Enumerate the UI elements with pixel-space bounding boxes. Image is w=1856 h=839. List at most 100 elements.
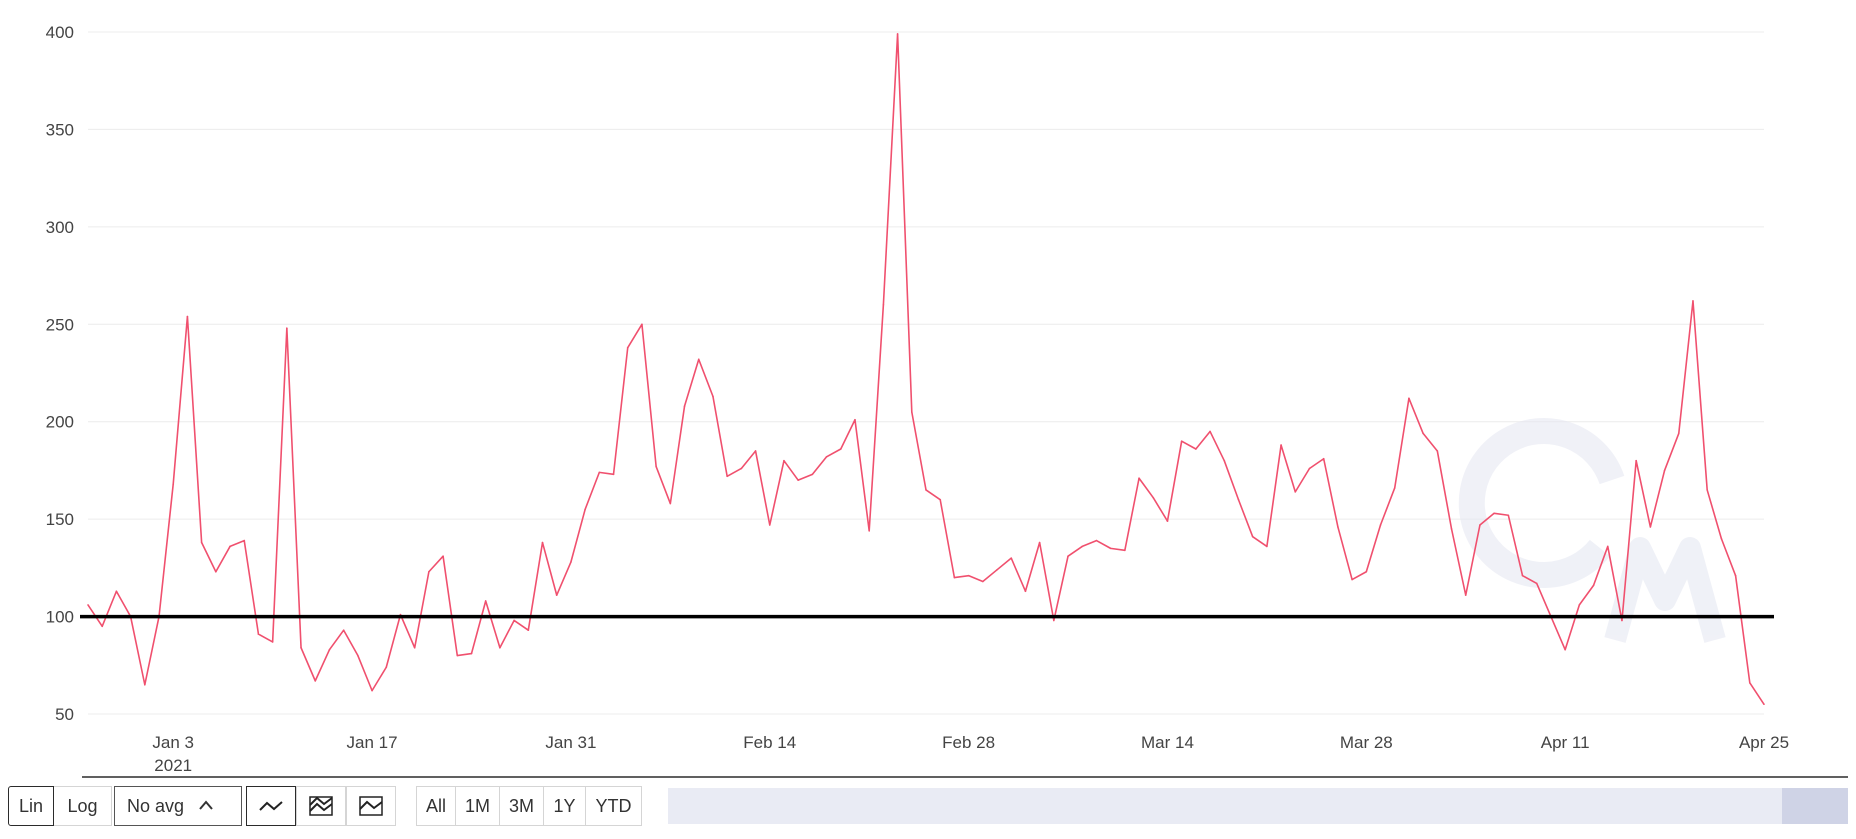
x-tick-year-label: 2021	[154, 756, 192, 775]
x-tick-label: Jan 3	[152, 733, 194, 752]
area-chart-type-button[interactable]	[346, 786, 396, 826]
y-tick-label: 50	[55, 705, 74, 724]
data-point	[1635, 459, 1637, 462]
data-point	[1124, 549, 1126, 552]
data-point	[1535, 582, 1538, 585]
data-point	[1053, 619, 1055, 622]
data-point	[1706, 489, 1708, 491]
watermark-logo	[1458, 418, 1726, 643]
data-point	[1095, 539, 1098, 542]
data-point	[186, 315, 189, 318]
data-point	[982, 580, 984, 583]
data-point	[683, 405, 686, 407]
data-point	[1195, 448, 1197, 450]
data-point	[1223, 459, 1226, 462]
data-point	[229, 545, 231, 548]
data-point	[499, 646, 501, 649]
data-point	[1209, 430, 1211, 433]
chart-controls: Lin Log No avg All 1M 3M 1Y YTD	[8, 786, 1848, 826]
data-point	[726, 475, 728, 478]
lin-scale-button[interactable]: Lin	[8, 786, 54, 826]
data-point	[1521, 574, 1524, 577]
data-point	[1237, 498, 1240, 501]
data-point	[783, 459, 785, 462]
data-point	[896, 33, 899, 35]
range-navigator[interactable]	[668, 788, 1848, 824]
data-point	[1507, 514, 1510, 517]
data-point	[1677, 432, 1680, 435]
line-chart-type-button[interactable]	[246, 786, 296, 826]
range-all-button[interactable]: All	[416, 786, 456, 826]
line-chart-icon	[259, 801, 283, 811]
y-tick-label: 300	[46, 218, 74, 237]
data-point	[527, 629, 530, 632]
data-point	[456, 654, 459, 657]
data-point	[513, 619, 515, 622]
data-point	[1592, 584, 1595, 587]
data-point	[1365, 570, 1368, 573]
data-point	[1166, 520, 1169, 522]
data-point	[910, 411, 913, 413]
data-point	[740, 467, 743, 470]
data-point	[712, 395, 714, 398]
data-point	[1479, 524, 1481, 526]
data-point	[1308, 467, 1311, 470]
data-point	[1109, 547, 1112, 550]
data-point	[1734, 574, 1737, 577]
y-tick-label: 100	[46, 608, 74, 627]
x-axis-ticks: Jan 3 2021 Jan 17 Jan 31 Feb 14 Feb 28 Mar 14 M…	[152, 733, 1789, 775]
data-point	[1152, 496, 1155, 499]
data-point	[1436, 450, 1439, 452]
data-point	[669, 502, 672, 505]
range-1m-button[interactable]: 1M	[456, 786, 500, 826]
y-tick-label: 350	[46, 120, 74, 139]
area-stack-chart-type-button[interactable]	[296, 786, 346, 826]
range-1y-button[interactable]: 1Y	[544, 786, 586, 826]
data-point	[257, 633, 260, 635]
data-point	[1280, 444, 1282, 446]
data-point	[101, 625, 104, 628]
data-point	[1024, 590, 1027, 593]
y-tick-label: 150	[46, 510, 74, 529]
data-point	[1067, 555, 1069, 557]
navigator-handle[interactable]	[1782, 788, 1848, 824]
data-point	[1294, 491, 1297, 493]
data-point	[200, 541, 203, 544]
data-point	[996, 569, 998, 571]
data-point	[1720, 537, 1723, 540]
data-point	[1251, 535, 1254, 538]
data-point	[584, 508, 586, 511]
data-point	[385, 666, 388, 669]
data-point	[1763, 703, 1765, 706]
x-tick-label: Mar 28	[1340, 733, 1393, 752]
data-point	[328, 648, 331, 651]
x-tick-label: Jan 31	[545, 733, 596, 752]
data-point	[470, 652, 473, 655]
data-point	[300, 646, 302, 649]
data-point	[1408, 397, 1410, 400]
data-point	[371, 689, 373, 692]
data-point	[1081, 545, 1084, 548]
data-point	[697, 358, 700, 361]
data-point	[768, 524, 771, 526]
series-line	[87, 33, 1765, 705]
data-point	[854, 418, 856, 421]
data-point	[555, 594, 558, 596]
data-point	[1351, 578, 1353, 581]
data-point	[1379, 524, 1382, 526]
range-ytd-button[interactable]: YTD	[586, 786, 642, 826]
data-point	[626, 346, 629, 349]
data-point	[1748, 682, 1751, 684]
data-point	[1493, 512, 1495, 515]
data-point	[1180, 440, 1183, 443]
log-scale-button[interactable]: Log	[54, 786, 112, 826]
data-point	[1649, 526, 1652, 528]
data-point	[1621, 619, 1623, 622]
data-point	[655, 465, 657, 468]
data-point	[598, 471, 601, 474]
average-select[interactable]: No avg	[114, 786, 242, 826]
x-tick-label: Jan 17	[347, 733, 398, 752]
data-point	[172, 483, 175, 485]
range-3m-button[interactable]: 3M	[500, 786, 544, 826]
